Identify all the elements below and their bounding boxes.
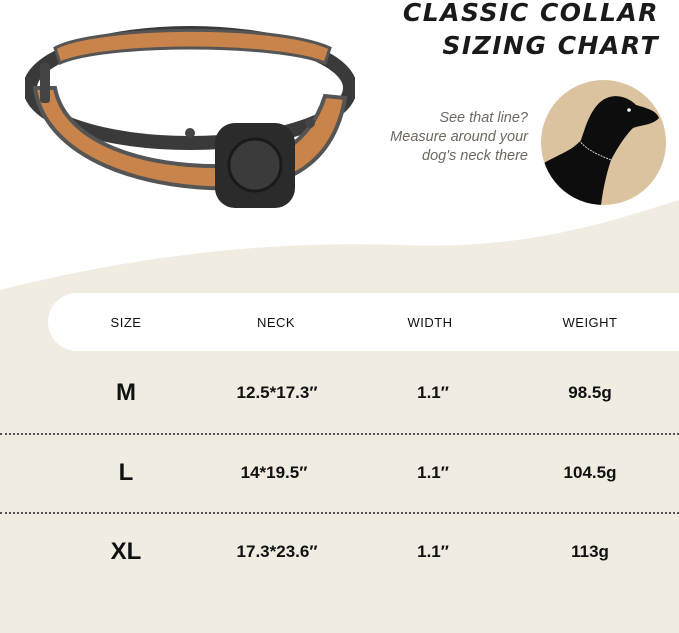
header-width: WIDTH — [407, 315, 453, 330]
cell-size: M — [116, 379, 136, 406]
cell-weight: 98.5g — [568, 383, 612, 402]
cell-neck: 12.5*17.3″ — [236, 383, 318, 402]
cell-width: 1.1″ — [417, 542, 449, 561]
cell-size: XL — [110, 538, 142, 565]
hint-line-2: Measure around your — [390, 129, 528, 145]
hint-line-3: dog's neck there — [422, 148, 528, 164]
cell-neck: 17.3*23.6″ — [236, 542, 318, 561]
table-row: XL 17.3*23.6″ 1.1″ 113g — [0, 513, 679, 591]
table-row: M 12.5*17.3″ 1.1″ 98.5g — [0, 354, 679, 432]
hint-line-1: See that line? — [439, 110, 528, 126]
title-line-2: SIZING CHART — [442, 31, 659, 60]
table-row: L 14*19.5″ 1.1″ 104.5g — [0, 434, 679, 512]
table-header: SIZE NECK WIDTH WEIGHT — [48, 293, 679, 351]
dog-silhouette-icon — [541, 80, 666, 205]
row-divider — [0, 512, 679, 514]
title-line-1: CLASSIC COLLAR — [402, 0, 659, 27]
header-weight: WEIGHT — [562, 315, 618, 330]
cell-neck: 14*19.5″ — [240, 463, 308, 482]
cell-weight: 113g — [571, 542, 609, 561]
chart-title: CLASSIC COLLAR SIZING CHART — [403, 0, 659, 62]
cell-width: 1.1″ — [417, 383, 449, 402]
measure-hint: See that line? Measure around your dog's… — [390, 109, 528, 166]
cell-size: L — [118, 459, 134, 486]
header-neck: NECK — [256, 315, 296, 330]
row-divider — [0, 433, 679, 435]
cell-width: 1.1″ — [417, 463, 449, 482]
collar-image — [25, 26, 355, 208]
header-size: SIZE — [110, 315, 142, 330]
cell-weight: 104.5g — [563, 463, 617, 482]
